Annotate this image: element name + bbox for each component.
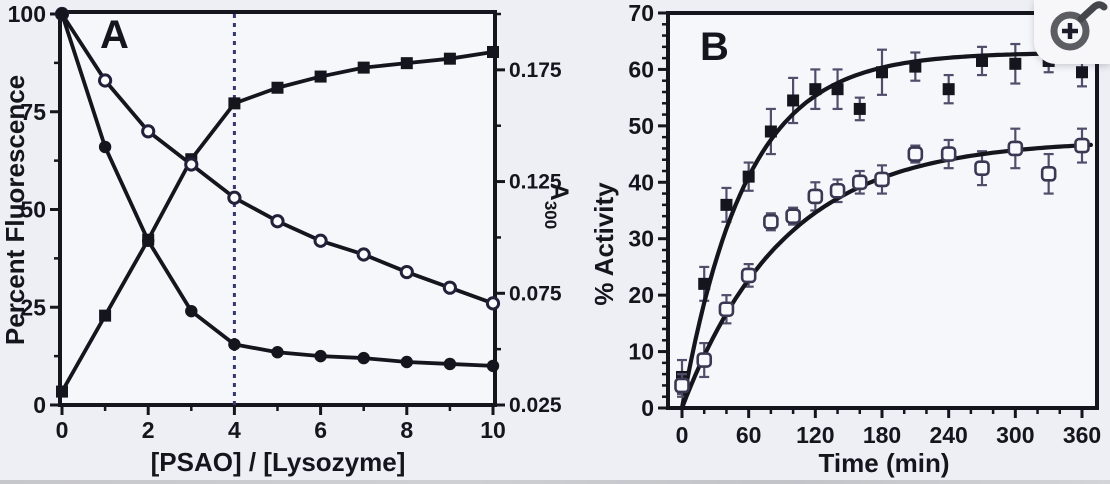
svg-text:60: 60: [736, 422, 762, 448]
series-filled-square: [56, 45, 499, 398]
svg-text:0.125: 0.125: [509, 171, 562, 194]
svg-text:120: 120: [796, 422, 834, 448]
bottom-edge-strip: [0, 480, 1110, 484]
panel-b-x-axis-title: Time (min): [819, 448, 950, 478]
panel-b-plot-area: 0 60 120 180 240 300 360 0 10 20 30 40 50 60 70: [628, 0, 1101, 448]
svg-text:50: 50: [628, 113, 654, 139]
svg-text:8: 8: [400, 417, 413, 443]
svg-text:180: 180: [863, 422, 901, 448]
svg-text:0.175: 0.175: [509, 59, 562, 82]
panel-b: 0 60 120 180 240 300 360 0 10 20 30 40 50 60 70 B % Ac…: [589, 0, 1101, 478]
svg-text:60: 60: [628, 56, 654, 82]
panel-a-x-axis-title: [PSAO] / [Lysozyme]: [151, 447, 406, 477]
panel-a-y-right-axis-title: A300: [541, 183, 573, 229]
series-filled-circle: [55, 7, 500, 373]
svg-text:2: 2: [142, 417, 155, 443]
series-filled-square: [676, 42, 1093, 411]
svg-text:0.025: 0.025: [509, 394, 562, 417]
svg-text:6: 6: [314, 417, 327, 443]
svg-text:10: 10: [628, 339, 654, 365]
svg-text:360: 360: [1063, 422, 1101, 448]
svg-text:20: 20: [628, 282, 654, 308]
svg-text:50: 50: [20, 197, 46, 223]
svg-text:0: 0: [641, 395, 654, 421]
svg-text:10: 10: [480, 417, 506, 443]
series-open-square: [674, 127, 1093, 411]
svg-text:0.075: 0.075: [509, 282, 562, 305]
svg-text:240: 240: [929, 422, 967, 448]
panel-b-y-axis-title: % Activity: [589, 182, 619, 306]
svg-text:0: 0: [33, 392, 46, 418]
svg-text:70: 70: [628, 0, 654, 26]
panel-a-y-left-axis-title: Percent Fluorescence: [0, 75, 30, 345]
svg-text:30: 30: [628, 226, 654, 252]
panel-a-label: A: [100, 13, 129, 57]
svg-text:0: 0: [676, 422, 689, 448]
svg-text:25: 25: [20, 294, 46, 320]
svg-text:40: 40: [628, 169, 654, 195]
panel-b-label: B: [700, 25, 729, 69]
series-open-circle: [54, 6, 501, 311]
svg-text:75: 75: [20, 99, 46, 125]
magnifier-plus-icon: [1050, 1, 1108, 51]
svg-text:300: 300: [996, 422, 1034, 448]
svg-text:4: 4: [228, 417, 241, 443]
svg-text:100: 100: [8, 1, 46, 27]
svg-text:0: 0: [56, 417, 69, 443]
zoom-button[interactable]: [1034, 0, 1110, 64]
